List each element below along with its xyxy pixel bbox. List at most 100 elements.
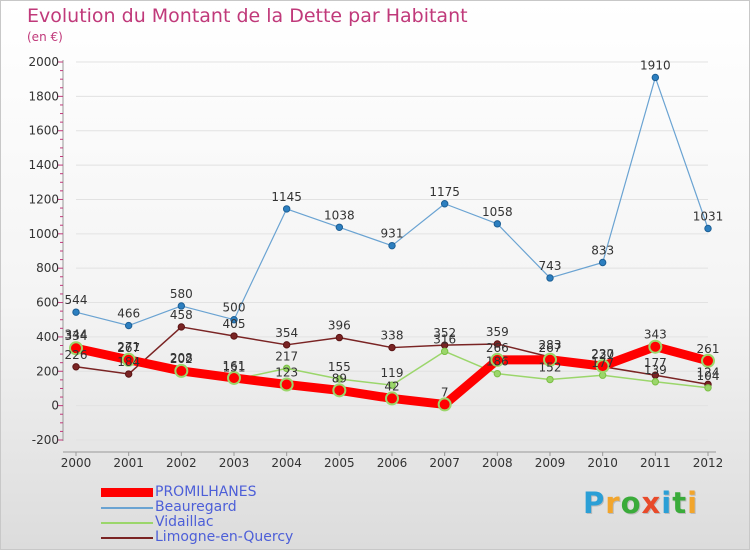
data-point [174, 363, 189, 378]
data-label: 343 [644, 328, 667, 342]
logo-letter: r [605, 486, 621, 520]
data-label: 155 [328, 360, 351, 374]
data-point [177, 323, 186, 331]
data-label: 931 [381, 227, 404, 241]
chart-subtitle: (en €) [27, 30, 63, 44]
data-label: 334 [65, 329, 88, 343]
data-point [69, 341, 83, 356]
data-label: 266 [486, 341, 509, 355]
x-tick-label: 2007 [429, 456, 460, 470]
data-point [279, 377, 294, 392]
data-label: 1058 [482, 205, 513, 219]
x-tick-label: 2012 [693, 456, 724, 470]
data-label: 177 [644, 356, 667, 370]
data-point [227, 370, 241, 385]
data-point [124, 370, 133, 378]
y-tick-label: 800 [36, 261, 59, 275]
legend-label: Limogne-en-Quercy [155, 529, 294, 545]
y-tick-label: 1000 [28, 227, 59, 241]
data-label: 226 [65, 348, 88, 362]
data-point [335, 375, 344, 383]
data-point [388, 241, 396, 250]
data-label: 152 [539, 361, 562, 375]
data-label: 1910 [640, 58, 671, 72]
data-point [72, 308, 80, 316]
data-point [440, 347, 449, 356]
data-point [177, 302, 186, 310]
y-tick-label: 1200 [28, 192, 59, 206]
y-tick-labels: -200 0 200 400 600 800 1000 1200 1400 1600 1800 200… [28, 55, 59, 447]
data-label: 359 [486, 325, 509, 339]
y-tick-label: 1400 [28, 158, 59, 172]
data-label: 124 [697, 365, 720, 379]
data-label: 354 [275, 326, 298, 340]
data-label: 458 [170, 308, 193, 322]
data-label: 151 [223, 361, 246, 375]
data-label: 177 [591, 356, 614, 370]
data-label: 743 [539, 259, 562, 273]
x-tick-label: 2006 [377, 456, 408, 470]
data-point [543, 352, 557, 367]
data-point [651, 378, 660, 386]
data-label: 1038 [324, 208, 355, 222]
data-point [701, 353, 715, 368]
data-label: 1175 [429, 185, 460, 199]
logo-letter: i [661, 486, 673, 520]
data-label: 184 [117, 355, 140, 369]
data-point [230, 316, 238, 324]
data-point [704, 384, 712, 392]
data-label: 42 [384, 379, 399, 393]
data-point [124, 321, 133, 330]
data-label: 352 [433, 326, 456, 340]
data-label: 7 [441, 385, 449, 399]
data-point [282, 341, 291, 349]
data-label: 230 [591, 347, 614, 361]
data-labels: 334 267 202 161 123 89 42 7 266 267 230 343 261 544 46… [65, 58, 724, 399]
data-label: 466 [117, 307, 140, 321]
legend-swatch [101, 537, 153, 539]
data-point [440, 200, 449, 208]
data-point [490, 352, 505, 367]
data-point [121, 352, 136, 367]
y-tick-label: 0 [51, 399, 59, 413]
data-point [704, 224, 712, 233]
legend-swatch [101, 488, 153, 497]
logo-letter: o [620, 486, 642, 520]
data-point [546, 274, 554, 282]
data-point [493, 340, 502, 348]
data-point [335, 333, 344, 342]
data-label: 202 [170, 352, 193, 366]
data-label: 833 [591, 244, 614, 258]
x-tick-label: 2010 [587, 456, 618, 470]
x-tick-label: 2011 [640, 456, 671, 470]
y-tick-label: 1800 [28, 89, 59, 103]
y-tick-label: 1600 [28, 124, 59, 138]
data-label: 500 [223, 301, 246, 315]
x-tick-labels: 2000 2001 2002 2003 2004 2005 2006 2007 2008 2009… [61, 456, 724, 470]
data-label: 344 [65, 328, 88, 342]
chart-title: Evolution du Montant de la Dette par Hab… [27, 5, 468, 27]
data-point [493, 220, 502, 228]
y-tick-label: 600 [36, 296, 59, 310]
y-tick-label: 400 [36, 330, 59, 344]
data-point [282, 364, 291, 373]
data-point [388, 343, 396, 352]
y-tick-label: -200 [32, 433, 59, 447]
logo-letter: t [672, 486, 688, 520]
y-tick-label: 2000 [28, 55, 59, 69]
data-label: 1145 [271, 190, 302, 204]
data-label: 1031 [693, 209, 724, 223]
data-label: 119 [381, 366, 404, 380]
data-point [72, 363, 80, 371]
legend-label: Beauregard [155, 499, 237, 515]
data-point [282, 205, 291, 213]
data-label: 338 [381, 329, 404, 343]
data-point [598, 258, 607, 267]
y-tick-label: 200 [36, 364, 59, 378]
data-label: 271 [117, 340, 140, 354]
data-point [595, 359, 610, 374]
data-label: 186 [486, 355, 509, 369]
data-label: 544 [65, 293, 88, 307]
